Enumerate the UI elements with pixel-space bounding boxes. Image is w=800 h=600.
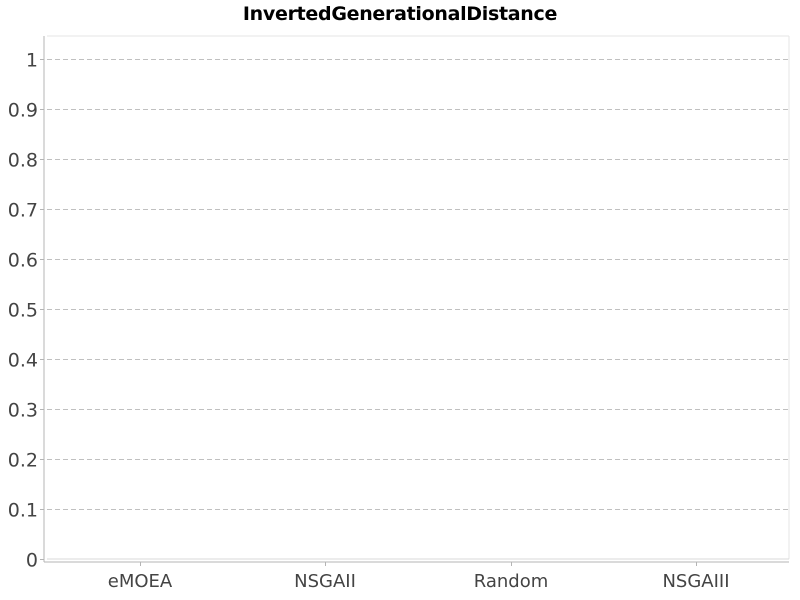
y-tick-labels: 0 0.1 0.2 0.3 0.4 0.5 0.6 0.7 0.8 0.9 1 bbox=[8, 50, 38, 572]
y-tick-label: 0.8 bbox=[8, 150, 38, 172]
grid-lines bbox=[47, 59, 789, 510]
y-tick-label: 0.4 bbox=[8, 350, 38, 372]
y-tick-label: 0.9 bbox=[8, 100, 38, 122]
x-category-label: NSGAIII bbox=[662, 571, 729, 592]
x-category-label: eMOEA bbox=[108, 571, 173, 592]
x-category-label: NSGAII bbox=[294, 571, 356, 592]
x-category-label: Random bbox=[474, 571, 549, 592]
y-tick-label: 0.1 bbox=[8, 500, 38, 522]
chart-title: InvertedGenerationalDistance bbox=[242, 3, 558, 25]
y-tick-label: 0.3 bbox=[8, 400, 38, 422]
axes bbox=[40, 35, 790, 566]
x-tick-labels: eMOEA NSGAII Random NSGAIII bbox=[108, 571, 730, 592]
y-tick-label: 0.5 bbox=[8, 300, 38, 322]
y-tick-label: 0.6 bbox=[8, 250, 38, 272]
y-tick-label: 0.7 bbox=[8, 200, 38, 222]
y-tick-label: 0.2 bbox=[8, 450, 38, 472]
y-tick-label: 0 bbox=[26, 550, 38, 572]
y-tick-label: 1 bbox=[26, 50, 38, 72]
